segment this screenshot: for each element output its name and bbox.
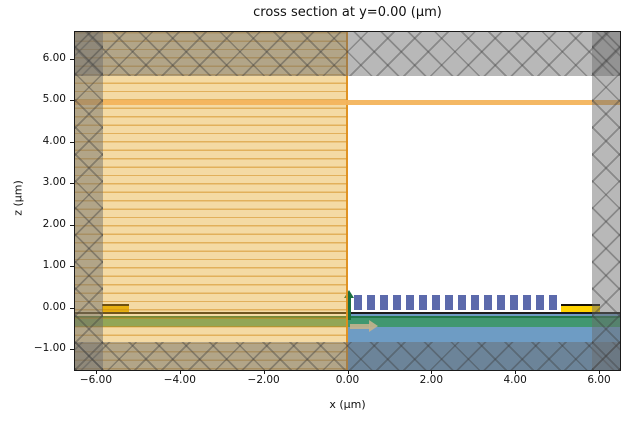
pml-boundary-left: [75, 32, 104, 370]
x-tick-label: −6.00: [79, 374, 113, 386]
z-tick-mark: [70, 307, 74, 309]
grating-tooth: [484, 295, 492, 311]
grating-tooth: [367, 295, 375, 311]
z-tick-mark: [70, 349, 74, 351]
z-tick-mark: [70, 141, 74, 143]
grating-tooth: [471, 295, 479, 311]
z-tick-label: 5.00: [42, 93, 66, 106]
z-tick-label: 3.00: [42, 176, 66, 189]
x-tick-label: −2.00: [247, 374, 280, 386]
arrow-shaft: [350, 324, 371, 329]
x-tick-label: 2.00: [419, 374, 444, 386]
z-tick-label: 4.00: [42, 134, 66, 147]
grating-tooth: [523, 295, 531, 311]
z-tick-mark: [70, 183, 74, 185]
metal-contact-right: [561, 304, 600, 312]
grating-tooth: [510, 295, 518, 311]
grating-tooth: [549, 295, 557, 311]
x-tick-label: 0.00: [335, 374, 360, 386]
x-tick-mark: [431, 370, 433, 374]
pml-boundary-right: [591, 32, 620, 370]
z-tick-label: 0.00: [42, 300, 66, 313]
pml-boundary-top: [75, 32, 620, 76]
x-tick-mark: [515, 370, 517, 374]
x-axis-label: x (μm): [329, 398, 366, 411]
z-tick-mark: [70, 100, 74, 102]
x-tick-mark: [599, 370, 601, 374]
arrow-shaft: [347, 296, 351, 321]
flux-monitor-line: [75, 100, 620, 105]
z-tick-label: 1.00: [42, 259, 66, 272]
grating-tooth: [354, 295, 362, 311]
grating-tooth: [536, 295, 544, 311]
z-tick-label: 2.00: [42, 217, 66, 230]
arrow-head: [369, 320, 379, 333]
z-tick-label: −1.00: [33, 342, 66, 355]
x-tick-mark: [347, 370, 349, 374]
x-tick-mark: [263, 370, 265, 374]
plot-title: cross section at y=0.00 (μm): [253, 5, 442, 20]
x-tick-label: 4.00: [503, 374, 527, 386]
grating-tooth: [497, 295, 505, 311]
arrow-head: [343, 289, 354, 298]
z-tick-mark: [70, 58, 74, 60]
grating-tooth: [406, 295, 414, 311]
grating-tooth: [393, 295, 401, 311]
x-tick-mark: [179, 370, 181, 374]
grating-tooth: [445, 295, 453, 311]
x-tick-mark: [95, 370, 97, 374]
field-monitor-region: [75, 32, 348, 370]
x-tick-label: −4.00: [163, 374, 196, 386]
plot-canvas: [74, 31, 621, 371]
source-direction-arrow: [350, 320, 379, 333]
z-tick-mark: [70, 224, 74, 226]
x-tick-label: 6.00: [587, 374, 611, 386]
pml-boundary-bottom: [75, 341, 620, 370]
grating-tooth: [458, 295, 466, 311]
grating-tooth: [380, 295, 388, 311]
z-tick-mark: [70, 266, 74, 268]
source-polarization-arrow: [343, 289, 355, 321]
grating-tooth: [432, 295, 440, 311]
z-tick-label: 6.00: [42, 51, 66, 64]
grating-tooth: [419, 295, 427, 311]
